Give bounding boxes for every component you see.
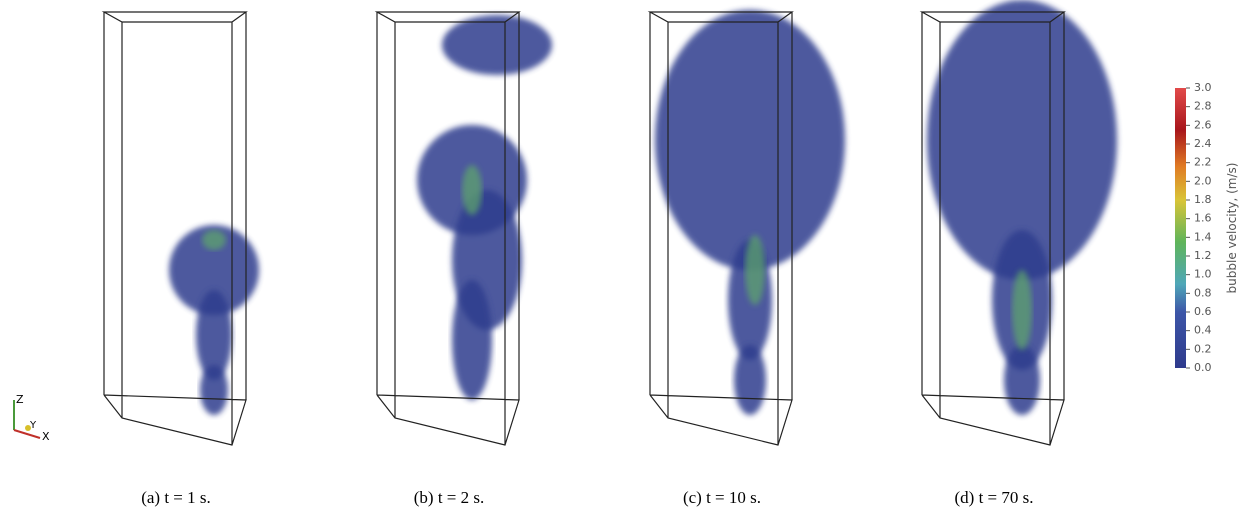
panels: (a) t = 1 s. (b) t = 2 s. (c) t = 10 s. (d)… — [104, 0, 1117, 507]
colorbar — [1175, 88, 1186, 368]
bubble-cloud — [1004, 345, 1040, 415]
caption: (c) t = 10 s. — [683, 488, 761, 507]
caption: (b) t = 2 s. — [414, 488, 485, 507]
tick-label: 1.2 — [1194, 249, 1212, 262]
bubble-fast — [462, 165, 482, 215]
tick-label: 1.0 — [1194, 268, 1212, 281]
tick-label: 2.4 — [1194, 137, 1212, 150]
tick-label: 1.4 — [1194, 230, 1212, 243]
bubble-cloud — [442, 15, 552, 75]
axis-z: Z — [16, 393, 24, 406]
bubble-fast — [1012, 270, 1032, 350]
bubble-cloud — [200, 365, 228, 415]
bubble-cloud — [734, 345, 766, 415]
tick-label: 0.8 — [1194, 286, 1212, 299]
caption: (d) t = 70 s. — [955, 488, 1034, 507]
panel: (d) t = 70 s. — [922, 0, 1117, 507]
bubble-fast — [202, 230, 226, 250]
bubble-cloud — [452, 280, 492, 400]
tick-label: 3.0 — [1194, 81, 1212, 94]
bubble-cloud — [655, 10, 845, 270]
axis-x: X — [42, 430, 50, 443]
caption: (a) t = 1 s. — [141, 488, 211, 507]
panel: (c) t = 10 s. — [650, 10, 845, 507]
bubble-fast — [745, 235, 765, 305]
tick-label: 1.6 — [1194, 212, 1212, 225]
panel: (a) t = 1 s. — [104, 12, 259, 507]
figure: (a) t = 1 s. (b) t = 2 s. (c) t = 10 s. (d)… — [0, 0, 1253, 514]
tick-label: 2.0 — [1194, 174, 1212, 187]
tick-label: 2.2 — [1194, 156, 1212, 169]
tick-label: 2.8 — [1194, 100, 1212, 113]
tick-label: 0.6 — [1194, 305, 1212, 318]
tick-label: 0.2 — [1194, 342, 1212, 355]
panel: (b) t = 2 s. — [377, 12, 552, 507]
axis-y: Y — [29, 420, 37, 431]
colorbar-ticks: 0.0 0.2 0.4 0.6 0.8 1.0 1.2 1.4 1.6 1.8 2.0 2.2 2.4 2… — [1186, 81, 1212, 374]
colorbar-label: bubble velocity, (m/s) — [1225, 163, 1239, 294]
axes-triad: Z Y X — [14, 393, 50, 443]
tick-label: 0.4 — [1194, 324, 1212, 337]
tick-label: 2.6 — [1194, 118, 1212, 131]
tick-label: 0.0 — [1194, 361, 1212, 374]
tick-label: 1.8 — [1194, 193, 1212, 206]
